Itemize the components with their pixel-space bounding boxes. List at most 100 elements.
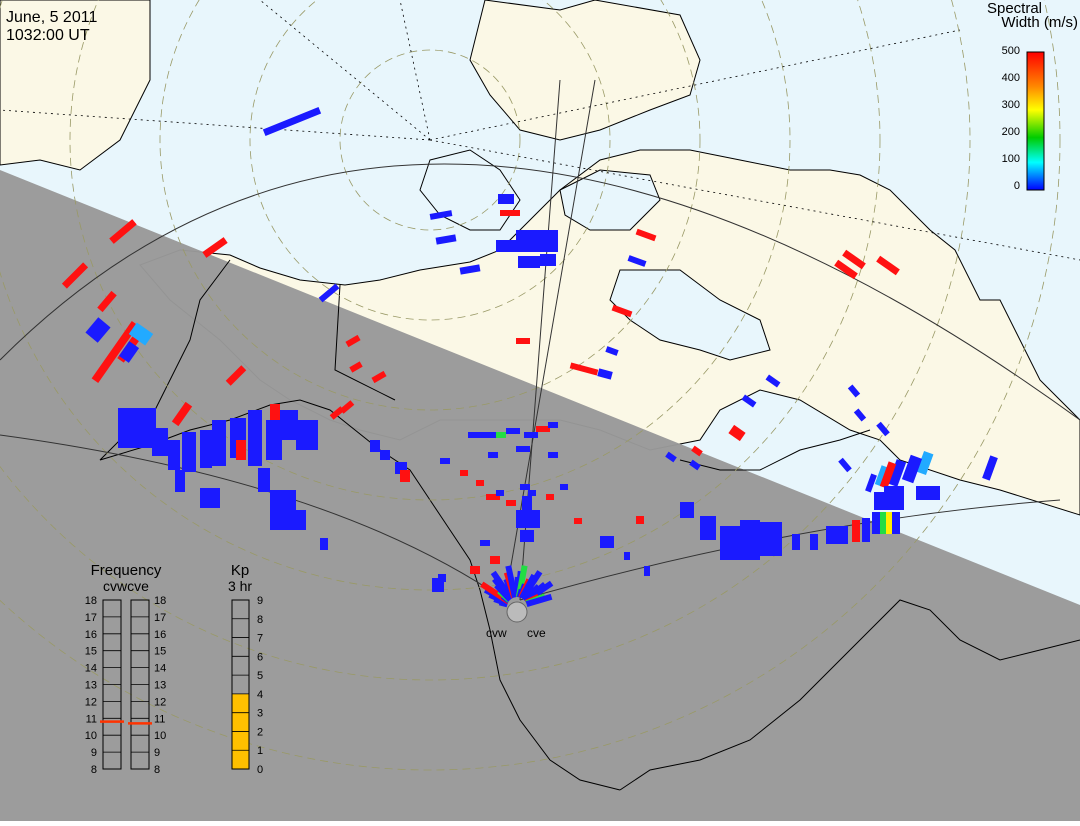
colorbar-tick: 400 xyxy=(1002,72,1020,84)
echo-cell xyxy=(516,510,540,528)
echo-cell xyxy=(810,534,818,550)
echo-cell xyxy=(488,452,498,458)
echo-cell xyxy=(644,566,650,576)
echo-cell xyxy=(476,480,484,486)
echo-cell xyxy=(536,426,550,432)
echo-cell xyxy=(349,361,363,373)
frequency-tick-label: 15 xyxy=(154,646,166,658)
night-side-shading xyxy=(0,170,1080,821)
echo-cell xyxy=(225,365,247,386)
echo-cell xyxy=(262,107,322,136)
echo-cell xyxy=(886,512,894,534)
echo-cell xyxy=(548,422,558,428)
frequency-tick-label: 9 xyxy=(154,747,160,759)
frequency-tick-label: 16 xyxy=(154,629,166,641)
kp-tick-label: 9 xyxy=(257,595,263,607)
plot-date: June, 5 2011 xyxy=(6,9,97,26)
echo-cell xyxy=(862,518,870,542)
spectral-width-colorbar: Spectral Width (m/s) 500 400 300 200 100… xyxy=(987,0,1078,192)
echo-cell xyxy=(248,410,262,466)
echo-cell xyxy=(506,428,520,434)
frequency-tick-label: 14 xyxy=(154,663,166,675)
echo-cell xyxy=(516,446,530,452)
echo-cell xyxy=(741,394,757,408)
frequency-tick-label: 17 xyxy=(85,612,97,624)
echo-cell xyxy=(600,536,614,548)
echo-cell xyxy=(838,457,852,473)
colorbar-tick: 0 xyxy=(1014,180,1020,192)
frequency-tick-label: 8 xyxy=(154,764,160,776)
frequency-tick-label: 18 xyxy=(85,595,97,607)
echo-cell xyxy=(522,496,532,510)
kp-title: Kp xyxy=(231,562,249,579)
frequency-tick-label: 11 xyxy=(154,713,165,725)
echo-cell xyxy=(280,410,298,440)
echo-cell xyxy=(85,317,111,343)
echo-cell xyxy=(569,362,599,376)
echo-cell xyxy=(290,510,306,530)
kp-tick-label: 5 xyxy=(257,670,263,682)
echo-cell xyxy=(506,500,516,506)
echo-cell xyxy=(916,486,940,500)
kp-tick-label: 4 xyxy=(257,689,263,701)
echo-cell xyxy=(490,556,500,564)
colorbar-gradient xyxy=(1026,51,1045,191)
echo-cell xyxy=(339,400,355,414)
colorbar-title-line2: Width (m/s) xyxy=(1001,14,1078,31)
echo-cell xyxy=(438,574,446,582)
kp-tick-label: 3 xyxy=(257,708,263,720)
echo-cell xyxy=(152,428,168,456)
echo-cell xyxy=(605,346,619,356)
echo-cell xyxy=(459,264,481,275)
echo-cell xyxy=(400,470,410,482)
echo-cell xyxy=(516,230,558,248)
echo-cell xyxy=(318,283,340,303)
frequency-tick-label: 18 xyxy=(154,595,166,607)
echo-cell xyxy=(171,401,193,427)
kp-panel: Kp 3 hr 9 8 7 6 5 4 3 2 1 0 xyxy=(228,562,263,776)
echo-cell xyxy=(760,522,782,556)
echo-cell xyxy=(236,440,246,460)
echo-cell xyxy=(876,255,900,276)
echo-cell xyxy=(500,210,520,216)
echo-cell xyxy=(486,494,500,500)
echo-cell xyxy=(91,321,139,383)
echo-cell xyxy=(728,424,746,442)
echo-cell xyxy=(429,210,453,220)
colorbar-title-line1: Spectral xyxy=(987,0,1042,17)
echo-cell xyxy=(524,432,538,438)
echo-cell xyxy=(852,520,860,542)
echo-cell xyxy=(689,459,701,471)
echo-cell xyxy=(296,420,318,450)
echo-cell xyxy=(61,262,89,289)
echo-cell xyxy=(560,484,568,490)
echo-cell xyxy=(520,484,530,490)
echo-cell xyxy=(916,450,934,476)
frequency-tick-label: 12 xyxy=(154,696,166,708)
radar-label-east: cve xyxy=(527,626,546,640)
frequency-tick-label: 8 xyxy=(91,764,97,776)
echo-cell xyxy=(765,374,781,388)
echo-cell xyxy=(200,488,220,508)
echo-cell xyxy=(624,552,630,560)
kp-bar-outline xyxy=(231,599,250,770)
echo-cell xyxy=(270,404,280,420)
echo-cell xyxy=(175,470,185,492)
echo-cell xyxy=(880,512,888,534)
echo-cell xyxy=(853,408,867,422)
frequency-tick-label: 13 xyxy=(85,680,97,692)
echo-cell xyxy=(528,490,536,496)
echo-cell xyxy=(635,228,657,242)
frequency-tick-label: 10 xyxy=(85,730,97,742)
echo-cell xyxy=(901,454,923,484)
echo-cell xyxy=(380,450,390,460)
echo-cell xyxy=(884,486,904,510)
kp-tick-label: 2 xyxy=(257,726,263,738)
echo-cell xyxy=(982,455,998,481)
echo-cell xyxy=(496,490,504,496)
kp-subtitle: 3 hr xyxy=(228,578,252,594)
echo-cell xyxy=(370,440,380,452)
echo-cell xyxy=(636,516,644,524)
